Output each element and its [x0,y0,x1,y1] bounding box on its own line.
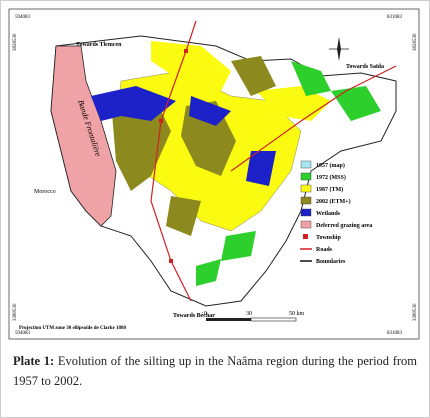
legend-label: 2002 (ETM+) [316,198,351,205]
caption-label: Plate 1: [13,354,55,368]
coord: 594083 [15,15,31,20]
legend-label: Wetlands [316,211,341,217]
legend-label: 1957 (map) [316,162,345,169]
legend-label: Deferred grazing area [316,223,372,229]
projection: Projection UTM zone 30 ellipsoïde de Cla… [19,326,126,331]
legend-label: 1987 (TM) [316,186,343,193]
legend-swatch [300,184,312,193]
coord: 3826530 [413,33,418,51]
map: 594083 831083 594083 831083 3826530 3826… [8,8,420,340]
place-label: Towards Béchar [173,313,215,319]
place-label: Towards Tlemcen [76,42,122,48]
scale-label: 30 [246,311,252,317]
coord: 831083 [387,331,403,336]
region [50,20,397,307]
place-label: Towards Saïda [346,64,384,70]
legend-swatch [300,196,312,205]
legend-label: Boundaries [316,259,346,265]
place-label: Morocco [34,189,56,195]
north-arrow [329,37,349,61]
legend: 1957 (map) 1972 (MSS) 1987 (TM) 2002 (ETM+)… [300,160,372,265]
legend-label: Township [316,235,341,241]
legend-swatch [300,160,312,169]
scale-label: 50 km [289,311,305,317]
coord: 3380530 [413,303,418,321]
legend-label: Roads [316,247,333,253]
caption: Plate 1: Evolution of the silting up in … [13,351,417,391]
legend-swatch [300,220,312,229]
legend-swatch [300,208,312,217]
coord: 594083 [15,331,31,336]
legend-label: 1972 (MSS) [316,174,346,181]
coord: 3380530 [13,303,18,321]
legend-swatch [303,234,308,239]
coord: 3826530 [13,33,18,51]
scale-bar [206,317,297,322]
caption-text: Evolution of the silting up in the Naâma… [13,354,418,388]
legend-swatch [300,172,312,181]
scale-label: 0 [204,311,207,317]
coord: 831083 [387,15,403,20]
